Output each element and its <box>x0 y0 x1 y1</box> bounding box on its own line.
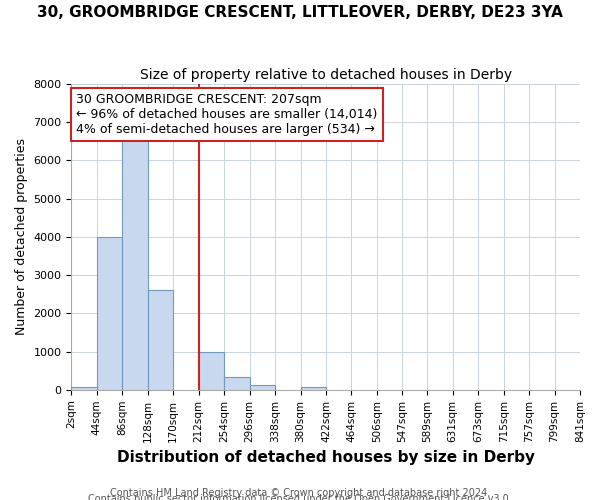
Y-axis label: Number of detached properties: Number of detached properties <box>15 138 28 336</box>
Bar <box>301 387 326 390</box>
Text: 30 GROOMBRIDGE CRESCENT: 207sqm
← 96% of detached houses are smaller (14,014)
4%: 30 GROOMBRIDGE CRESCENT: 207sqm ← 96% of… <box>76 93 378 136</box>
Bar <box>148 290 173 390</box>
Bar <box>97 237 122 390</box>
Bar <box>199 352 224 390</box>
X-axis label: Distribution of detached houses by size in Derby: Distribution of detached houses by size … <box>117 450 535 465</box>
Bar <box>122 138 148 390</box>
Bar <box>224 377 250 390</box>
Bar <box>250 385 275 390</box>
Text: Contains public sector information licensed under the Open Government Licence v3: Contains public sector information licen… <box>88 494 512 500</box>
Title: Size of property relative to detached houses in Derby: Size of property relative to detached ho… <box>140 68 512 82</box>
Text: Contains HM Land Registry data © Crown copyright and database right 2024.: Contains HM Land Registry data © Crown c… <box>110 488 490 498</box>
Text: 30, GROOMBRIDGE CRESCENT, LITTLEOVER, DERBY, DE23 3YA: 30, GROOMBRIDGE CRESCENT, LITTLEOVER, DE… <box>37 5 563 20</box>
Bar <box>71 387 97 390</box>
